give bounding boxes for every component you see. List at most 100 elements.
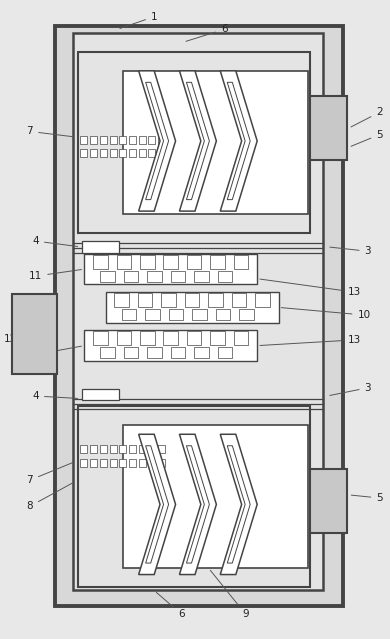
- Bar: [216, 309, 230, 320]
- Bar: [232, 293, 246, 307]
- Text: 6: 6: [186, 24, 227, 42]
- Bar: [210, 255, 225, 268]
- Bar: [145, 309, 160, 320]
- Bar: [187, 255, 202, 268]
- Bar: [93, 331, 108, 345]
- Bar: [119, 445, 126, 454]
- Bar: [100, 271, 115, 282]
- Text: 8: 8: [27, 482, 74, 511]
- Bar: [185, 293, 199, 307]
- Bar: [148, 149, 155, 157]
- Polygon shape: [179, 71, 216, 211]
- Bar: [78, 52, 310, 233]
- Bar: [82, 241, 119, 252]
- Bar: [139, 445, 145, 454]
- Bar: [117, 255, 131, 268]
- Bar: [73, 33, 323, 590]
- Text: 4: 4: [32, 236, 78, 247]
- Polygon shape: [145, 82, 168, 199]
- Bar: [234, 331, 248, 345]
- Bar: [129, 136, 136, 144]
- Bar: [210, 331, 225, 345]
- Polygon shape: [220, 71, 257, 211]
- Text: 13: 13: [260, 335, 361, 346]
- Bar: [80, 445, 87, 454]
- Polygon shape: [227, 446, 250, 563]
- Bar: [80, 149, 87, 157]
- Bar: [100, 445, 107, 454]
- Bar: [168, 309, 183, 320]
- Text: 11: 11: [29, 346, 82, 360]
- Bar: [124, 348, 138, 358]
- Bar: [106, 292, 278, 323]
- Bar: [80, 459, 87, 467]
- Bar: [255, 293, 270, 307]
- Bar: [93, 255, 108, 268]
- Bar: [171, 348, 185, 358]
- Bar: [123, 425, 308, 568]
- Bar: [218, 348, 232, 358]
- Bar: [124, 271, 138, 282]
- Bar: [100, 136, 107, 144]
- Bar: [234, 255, 248, 268]
- Bar: [139, 149, 145, 157]
- Bar: [119, 149, 126, 157]
- Bar: [218, 271, 232, 282]
- Bar: [122, 309, 136, 320]
- Text: 5: 5: [351, 130, 383, 146]
- Polygon shape: [179, 435, 216, 574]
- Bar: [163, 255, 178, 268]
- Polygon shape: [139, 435, 176, 574]
- Bar: [148, 459, 155, 467]
- Text: 6: 6: [156, 592, 185, 619]
- Bar: [55, 26, 343, 606]
- Text: 13: 13: [260, 279, 361, 297]
- Bar: [129, 445, 136, 454]
- Text: 5: 5: [351, 493, 383, 503]
- Text: 3: 3: [330, 383, 371, 396]
- Bar: [119, 136, 126, 144]
- Bar: [163, 331, 178, 345]
- Bar: [100, 149, 107, 157]
- Text: 12: 12: [4, 334, 17, 344]
- Bar: [194, 271, 209, 282]
- Bar: [110, 445, 117, 454]
- Bar: [12, 294, 57, 374]
- Bar: [90, 445, 97, 454]
- Text: 9: 9: [210, 571, 249, 619]
- Polygon shape: [220, 435, 257, 574]
- Bar: [310, 469, 347, 533]
- Bar: [139, 136, 145, 144]
- Bar: [110, 459, 117, 467]
- Bar: [119, 459, 126, 467]
- Bar: [90, 459, 97, 467]
- Bar: [129, 149, 136, 157]
- Bar: [148, 136, 155, 144]
- Text: 2: 2: [351, 107, 383, 127]
- Bar: [90, 136, 97, 144]
- Bar: [100, 459, 107, 467]
- Bar: [171, 271, 185, 282]
- Bar: [90, 149, 97, 157]
- Bar: [82, 389, 119, 401]
- Bar: [138, 293, 152, 307]
- Bar: [310, 96, 347, 160]
- Bar: [140, 331, 154, 345]
- Bar: [158, 445, 165, 454]
- Bar: [84, 254, 257, 284]
- Bar: [117, 331, 131, 345]
- Bar: [147, 271, 162, 282]
- Bar: [158, 136, 165, 144]
- Bar: [123, 71, 308, 214]
- Bar: [208, 293, 223, 307]
- Bar: [147, 348, 162, 358]
- Bar: [194, 348, 209, 358]
- Bar: [158, 149, 165, 157]
- Text: 10: 10: [281, 307, 370, 320]
- Bar: [80, 136, 87, 144]
- Polygon shape: [139, 71, 176, 211]
- Text: 4: 4: [32, 391, 78, 401]
- Bar: [110, 149, 117, 157]
- Bar: [84, 330, 257, 361]
- Text: 7: 7: [27, 127, 74, 137]
